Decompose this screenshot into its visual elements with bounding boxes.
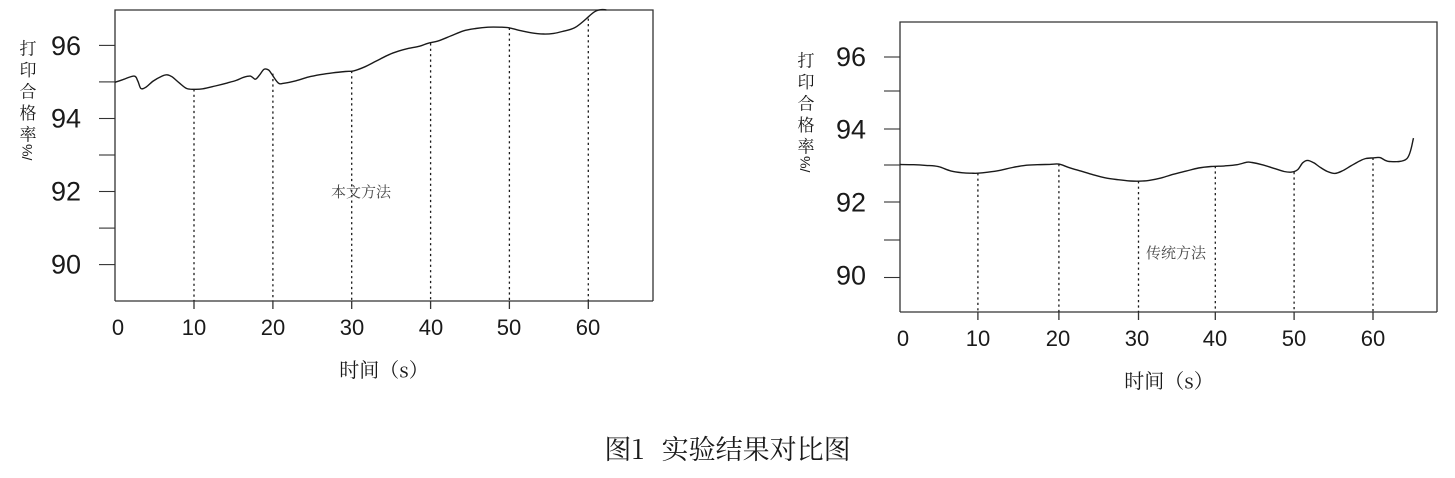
svg-text:/%: /%: [797, 156, 813, 172]
svg-text:96: 96: [51, 31, 81, 61]
svg-text:60: 60: [1361, 326, 1385, 351]
svg-text:时间（s）: 时间（s）: [1124, 365, 1213, 394]
svg-text:40: 40: [419, 315, 443, 340]
svg-text:/%: /%: [19, 144, 35, 160]
svg-text:50: 50: [1282, 326, 1306, 351]
svg-text:92: 92: [51, 177, 81, 207]
svg-text:30: 30: [340, 315, 364, 340]
svg-text:96: 96: [836, 42, 866, 72]
svg-text:90: 90: [51, 250, 81, 280]
svg-text:60: 60: [576, 315, 600, 340]
svg-text:0: 0: [897, 326, 909, 351]
svg-text:94: 94: [51, 104, 81, 134]
svg-text:率: 率: [20, 121, 37, 146]
svg-text:时间（s）: 时间（s）: [339, 354, 428, 383]
svg-text:50: 50: [497, 315, 521, 340]
svg-text:传统方法: 传统方法: [1146, 242, 1207, 263]
svg-text:10: 10: [966, 326, 990, 351]
svg-text:本文方法: 本文方法: [331, 181, 392, 202]
svg-text:图1 实验结果对比图: 图1 实验结果对比图: [604, 428, 850, 467]
svg-text:20: 20: [1046, 326, 1070, 351]
svg-text:20: 20: [261, 315, 285, 340]
svg-text:0: 0: [112, 315, 124, 340]
svg-text:90: 90: [836, 261, 866, 291]
svg-text:率: 率: [798, 133, 815, 158]
svg-text:40: 40: [1203, 326, 1227, 351]
svg-text:92: 92: [836, 188, 866, 218]
svg-text:94: 94: [836, 115, 866, 145]
svg-text:10: 10: [182, 315, 206, 340]
svg-text:30: 30: [1125, 326, 1149, 351]
